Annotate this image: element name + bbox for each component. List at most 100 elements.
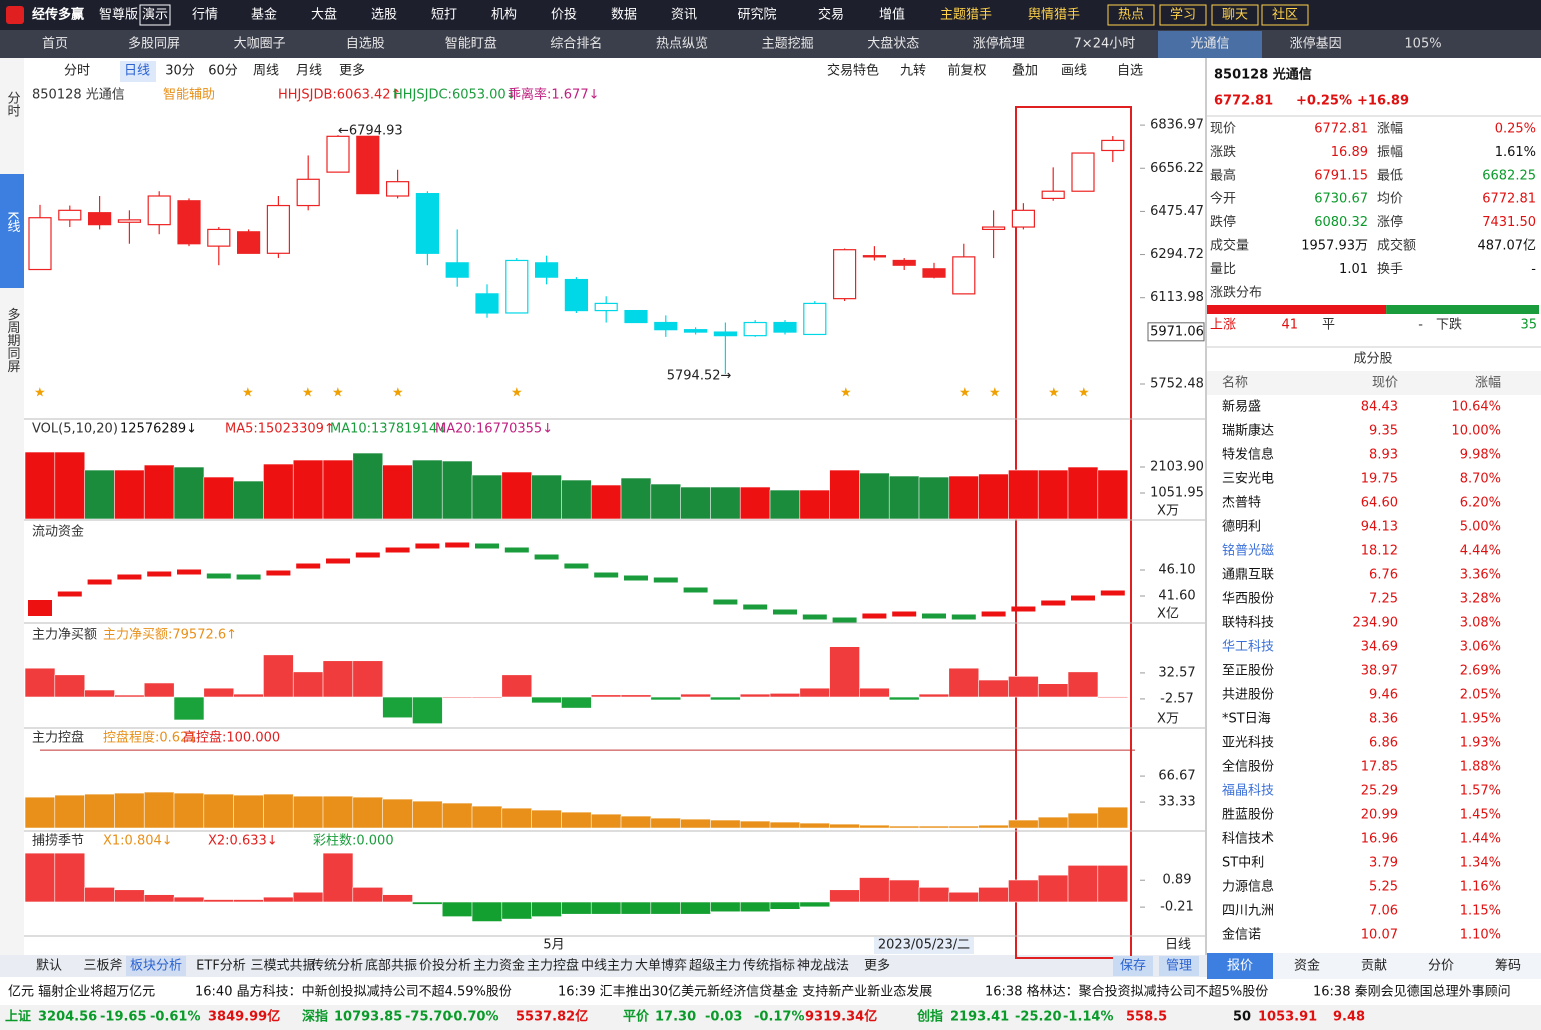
bottom-tab[interactable]: 三板斧 (83, 959, 122, 974)
toolbar-button[interactable]: 九转 (900, 64, 926, 79)
toolbar-button[interactable]: 交易特色 (827, 63, 879, 79)
menu-item[interactable]: 基金 (251, 7, 277, 23)
tab[interactable]: 涨停梳理 (973, 36, 1025, 52)
menu-item[interactable]: 大盘 (311, 7, 337, 23)
bottom-action[interactable]: 保存 (1120, 959, 1146, 974)
menu-button[interactable]: 聊天 (1222, 8, 1248, 23)
toolbar-button[interactable]: 60分 (208, 64, 238, 79)
menu-item[interactable]: 行情 (192, 8, 218, 23)
bottom-tab[interactable]: 传统指标 (743, 959, 795, 974)
stock-name[interactable]: 瑞斯康达 (1222, 423, 1274, 439)
bottom-tab[interactable]: 价投分析 (419, 958, 471, 974)
stock-name[interactable]: 四川九洲 (1222, 904, 1274, 919)
stock-name[interactable]: 华西股份 (1222, 592, 1274, 607)
toolbar-button[interactable]: 前复权 (947, 63, 986, 79)
news-item[interactable]: 亿元 辐射企业将超万亿元 (8, 984, 155, 1000)
stock-name[interactable]: ST中利 (1222, 856, 1264, 871)
news-item[interactable]: 16:38 秦刚会见德国总理外事顾问 (1313, 985, 1511, 1000)
menu-item[interactable]: 交易 (818, 7, 844, 23)
tab[interactable]: 首页 (42, 37, 68, 52)
stock-name[interactable]: 全信股份 (1222, 759, 1274, 775)
bottom-tab[interactable]: 神龙战法 (797, 959, 849, 974)
stock-name[interactable]: 三安光电 (1222, 472, 1274, 487)
stock-name[interactable]: 力源信息 (1222, 879, 1274, 895)
bottom-tab[interactable]: ETF分析 (196, 959, 246, 974)
bottom-tab[interactable]: 底部共振 (365, 958, 417, 974)
news-item[interactable]: 16:38 格林达：聚合投资拟减持公司不超5%股份 (985, 984, 1268, 1000)
toolbar-button[interactable]: 更多 (339, 63, 365, 79)
stock-name[interactable]: 华工科技 (1222, 640, 1274, 655)
stock-name[interactable]: 杰普特 (1222, 496, 1261, 511)
tab[interactable]: 大盘状态 (867, 36, 919, 52)
demo-box[interactable] (139, 4, 171, 26)
menu-item[interactable]: 增值 (879, 7, 905, 23)
stock-name[interactable]: 德明利 (1222, 520, 1261, 535)
menu-item[interactable]: 研究院 (737, 8, 776, 23)
bottom-tab[interactable]: 中线主力 (581, 959, 633, 974)
stock-name[interactable]: 共进股份 (1222, 688, 1274, 703)
toolbar-button[interactable]: 日线 (124, 64, 150, 79)
right-tab[interactable]: 分价 (1428, 959, 1454, 974)
menu-item[interactable]: 机构 (491, 8, 517, 23)
right-tab[interactable]: 报价 (1227, 959, 1253, 974)
stock-name[interactable]: 联特科技 (1222, 616, 1274, 631)
bottom-tab[interactable]: 大单博弈 (635, 958, 687, 974)
right-tab[interactable]: 贡献 (1361, 959, 1387, 974)
stock-name[interactable]: 铭普光磁 (1222, 544, 1274, 559)
menu-item[interactable]: 舆情猎手 (1028, 8, 1080, 23)
tab[interactable]: 涨停基因 (1290, 36, 1342, 52)
news-item[interactable]: 16:39 汇丰推出30亿美元新经济信贷基金 支持新产业新业态发展 (558, 984, 932, 1000)
toolbar-button[interactable]: 30分 (165, 64, 195, 79)
tab[interactable]: 大咖圈子 (234, 37, 286, 52)
side-tab[interactable]: 多周期同屏 (5, 307, 21, 373)
toolbar-button[interactable]: 叠加 (1012, 64, 1038, 79)
tab[interactable]: 智能盯盘 (445, 36, 497, 52)
tab[interactable]: 7×24小时 (1074, 37, 1136, 52)
toolbar-button[interactable]: 自选 (1117, 64, 1143, 79)
bottom-tab[interactable]: 三模式共振 (250, 959, 315, 974)
right-tab[interactable]: 筹码 (1495, 958, 1521, 974)
bottom-tab[interactable]: 板块分析 (130, 959, 182, 974)
menu-item[interactable]: 短打 (431, 8, 457, 23)
menu-button[interactable]: 学习 (1170, 7, 1196, 23)
tab[interactable]: 热点纵览 (656, 36, 708, 52)
demo-button[interactable]: 演示 (142, 7, 168, 23)
stock-name[interactable]: 胜蓝股份 (1222, 808, 1274, 823)
tab[interactable]: 综合排名 (550, 36, 602, 52)
bottom-tab[interactable]: 主力控盘 (527, 958, 579, 974)
menu-item[interactable]: 资讯 (671, 8, 697, 23)
news-item[interactable]: 16:40 晶方科技：中新创投拟减持公司不超4.59%股份 (195, 984, 512, 1000)
menu-item[interactable]: 价投 (551, 7, 577, 23)
stock-name[interactable]: 福晶科技 (1222, 784, 1274, 799)
toolbar-button[interactable]: 月线 (296, 64, 322, 79)
toolbar-button[interactable]: 画线 (1061, 64, 1087, 79)
menu-item[interactable]: 选股 (371, 8, 397, 23)
side-tab[interactable]: K线 (5, 211, 21, 233)
stock-name[interactable]: 亚光科技 (1222, 736, 1274, 751)
bottom-tab[interactable]: 更多 (864, 958, 890, 974)
tab[interactable]: 主题挖掘 (762, 37, 814, 52)
menu-item[interactable]: 数据 (611, 8, 637, 23)
bottom-tab[interactable]: 主力资金 (473, 958, 525, 974)
stock-name[interactable]: 新易盛 (1222, 399, 1261, 415)
side-tab[interactable]: 分时 (5, 91, 21, 117)
stock-name[interactable]: 科信技术 (1222, 832, 1274, 847)
toolbar-button[interactable]: 分时 (64, 64, 90, 79)
stock-name[interactable]: 通鼎互联 (1222, 568, 1274, 583)
stock-name[interactable]: 金信诺 (1222, 927, 1261, 943)
tab[interactable]: 光通信 (1190, 37, 1229, 52)
stock-name[interactable]: *ST日海 (1222, 712, 1271, 727)
right-tab[interactable]: 资金 (1294, 958, 1320, 974)
tab[interactable]: 多股同屏 (128, 36, 180, 52)
menu-button[interactable]: 社区 (1272, 7, 1298, 23)
bottom-action[interactable]: 管理 (1166, 959, 1192, 974)
tab[interactable]: 自选股 (346, 37, 385, 52)
bottom-tab[interactable]: 默认 (36, 958, 62, 974)
stock-name[interactable]: 至正股份 (1222, 664, 1274, 679)
bottom-tab[interactable]: 传统分析 (311, 959, 363, 974)
stock-name[interactable]: 特发信息 (1222, 447, 1274, 463)
bottom-tab[interactable]: 超级主力 (689, 959, 741, 974)
toolbar-button[interactable]: 周线 (253, 64, 279, 79)
menu-item[interactable]: 主题猎手 (940, 8, 992, 23)
menu-button[interactable]: 热点 (1118, 8, 1144, 23)
